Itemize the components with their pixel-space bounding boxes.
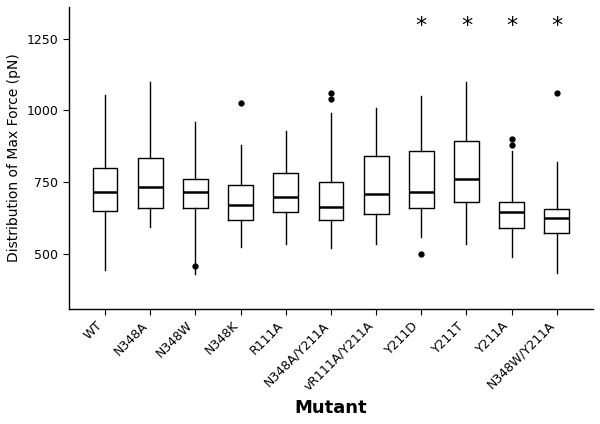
Y-axis label: Distribution of Max Force (pN): Distribution of Max Force (pN) xyxy=(7,53,21,262)
X-axis label: Mutant: Mutant xyxy=(295,399,367,417)
Text: *: * xyxy=(416,16,427,36)
Text: *: * xyxy=(506,16,517,36)
Text: *: * xyxy=(551,16,562,36)
Text: *: * xyxy=(461,16,472,36)
